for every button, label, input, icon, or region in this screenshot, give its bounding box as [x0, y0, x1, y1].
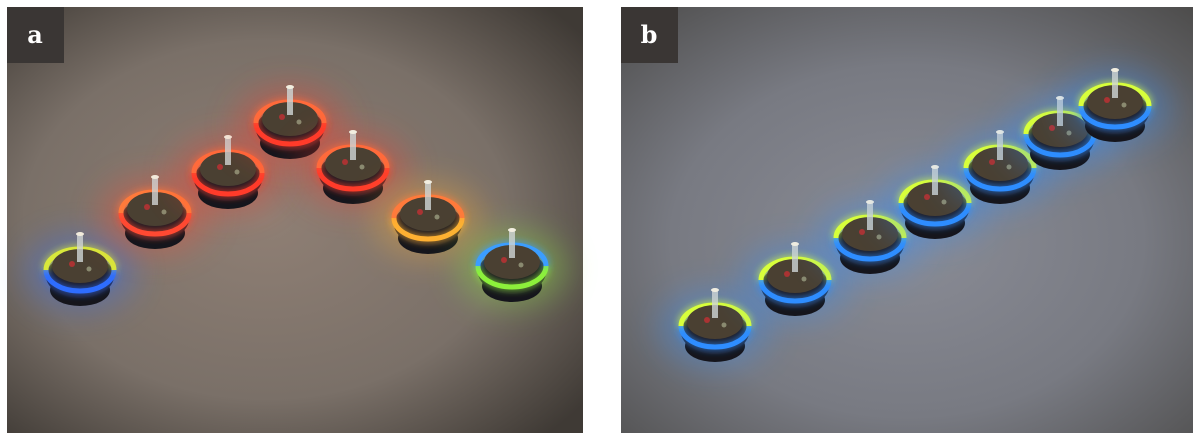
panel-a: a — [7, 7, 583, 433]
tube-top — [931, 165, 939, 169]
tube-top — [224, 135, 232, 139]
component — [802, 277, 807, 282]
tube-top — [349, 130, 357, 134]
component — [235, 170, 240, 175]
tube — [152, 177, 158, 205]
component — [1049, 125, 1055, 131]
tube — [287, 87, 293, 115]
component — [924, 194, 930, 200]
component — [519, 263, 524, 268]
tube-top — [76, 232, 84, 236]
component — [342, 159, 348, 165]
component — [989, 159, 995, 165]
panel-label: a — [27, 20, 43, 49]
tube-top — [866, 200, 874, 204]
component — [417, 209, 423, 215]
figure: a b — [0, 0, 1196, 435]
component — [217, 164, 223, 170]
tube — [932, 167, 938, 195]
tube-top — [508, 228, 516, 232]
tube-top — [996, 130, 1004, 134]
component — [877, 235, 882, 240]
component — [297, 120, 302, 125]
tube-top — [424, 180, 432, 184]
component — [1067, 131, 1072, 136]
tube — [77, 234, 83, 262]
component — [859, 229, 865, 235]
figure-canvas: a b — [0, 0, 1196, 435]
component — [1104, 97, 1110, 103]
component — [69, 261, 75, 267]
component — [360, 165, 365, 170]
tube — [1112, 70, 1118, 98]
tube — [712, 290, 718, 318]
panel-label: b — [641, 20, 658, 49]
tube — [225, 137, 231, 165]
component — [501, 257, 507, 263]
tube-top — [711, 288, 719, 292]
tube-top — [1111, 68, 1119, 72]
component — [704, 317, 710, 323]
component — [87, 267, 92, 272]
component — [1122, 103, 1127, 108]
tube — [997, 132, 1003, 160]
component — [279, 114, 285, 120]
component — [144, 204, 150, 210]
panel-b: b — [621, 7, 1193, 433]
component — [435, 215, 440, 220]
component — [942, 200, 947, 205]
tube — [350, 132, 356, 160]
tube-top — [151, 175, 159, 179]
component — [162, 210, 167, 215]
tube — [792, 244, 798, 272]
tube-top — [791, 242, 799, 246]
component — [784, 271, 790, 277]
component — [722, 323, 727, 328]
tube — [425, 182, 431, 210]
tube-top — [286, 85, 294, 89]
tube — [867, 202, 873, 230]
component — [1007, 165, 1012, 170]
photo-a — [7, 7, 583, 433]
tube — [509, 230, 515, 258]
